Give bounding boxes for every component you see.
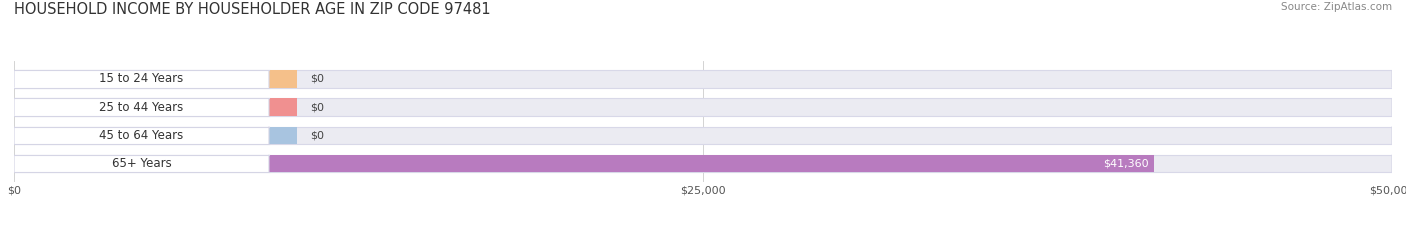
Text: 15 to 24 Years: 15 to 24 Years <box>100 72 184 86</box>
Bar <box>14 127 297 144</box>
Bar <box>14 127 1392 144</box>
Bar <box>14 98 1392 116</box>
Bar <box>14 70 297 88</box>
Bar <box>14 127 269 144</box>
Bar <box>14 70 269 88</box>
Bar <box>14 98 269 116</box>
Bar <box>14 98 297 116</box>
Text: HOUSEHOLD INCOME BY HOUSEHOLDER AGE IN ZIP CODE 97481: HOUSEHOLD INCOME BY HOUSEHOLDER AGE IN Z… <box>14 2 491 17</box>
Bar <box>14 155 269 172</box>
Text: $0: $0 <box>311 74 325 84</box>
Bar <box>14 70 1392 88</box>
Bar <box>14 155 1392 172</box>
Text: Source: ZipAtlas.com: Source: ZipAtlas.com <box>1281 2 1392 12</box>
Text: 65+ Years: 65+ Years <box>111 157 172 170</box>
Bar <box>14 155 1154 172</box>
Text: $0: $0 <box>311 130 325 140</box>
Text: $41,360: $41,360 <box>1102 158 1149 168</box>
Text: 45 to 64 Years: 45 to 64 Years <box>100 129 184 142</box>
Text: 25 to 44 Years: 25 to 44 Years <box>100 101 184 113</box>
Text: $0: $0 <box>311 102 325 112</box>
